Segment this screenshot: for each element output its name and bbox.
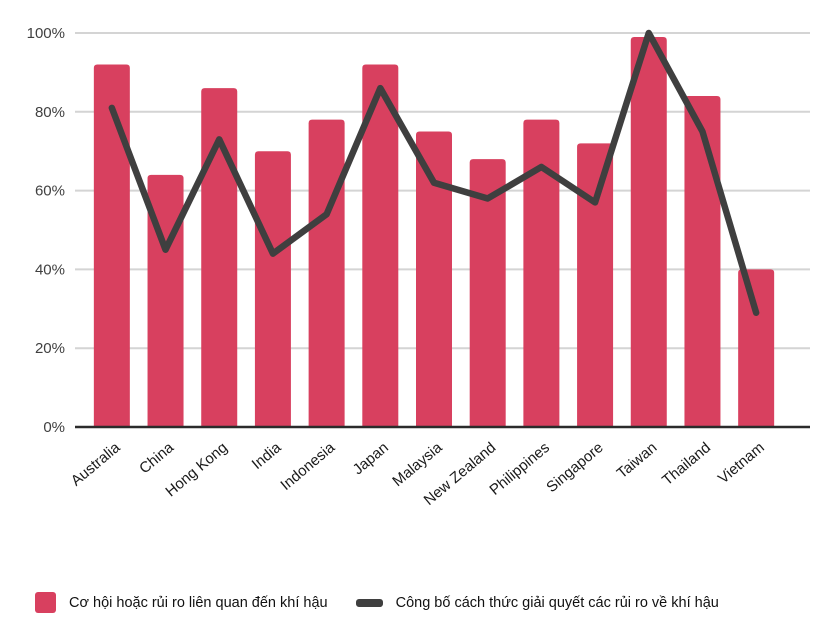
bar-vietnam (738, 269, 775, 427)
bar-malaysia (416, 131, 452, 427)
y-axis-tick-20: 20% (35, 340, 65, 357)
line-series-legend-label: Công bố cách thức giải quyết các rủi ro … (395, 594, 719, 611)
y-axis-tick-60: 60% (35, 183, 65, 200)
bar-singapore (577, 143, 614, 427)
legend-item-bar-series: Cơ hội hoặc rủi ro liên quan đến khí hậu (35, 592, 328, 613)
legend-item-line-series: Công bố cách thức giải quyết các rủi ro … (355, 594, 719, 611)
bar-hong-kong (201, 88, 238, 427)
x-axis-label-india: India (249, 439, 285, 473)
bar-thailand (684, 96, 721, 427)
legend: Cơ hội hoặc rủi ro liên quan đến khí hậu… (35, 592, 795, 613)
bar-taiwan (630, 36, 667, 427)
x-axis-label-singapore: Singapore (543, 439, 606, 496)
x-axis-label-indonesia: Indonesia (277, 439, 338, 494)
bar-india (254, 151, 291, 427)
bar-indonesia (308, 119, 345, 428)
x-axis-label-vietnam: Vietnam (715, 439, 768, 487)
bar-series-legend-label: Cơ hội hoặc rủi ro liên quan đến khí hậu (69, 594, 328, 611)
x-axis-label-china: China (136, 439, 177, 478)
x-axis-label-thailand: Thailand (659, 439, 714, 489)
x-axis-label-philippines: Philippines (486, 439, 553, 499)
y-axis-tick-100: 100% (27, 25, 65, 42)
bar-australia (93, 64, 130, 428)
x-axis-label-australia: Australia (68, 439, 124, 490)
bar-series-swatch-icon (35, 592, 56, 613)
bar-new-zealand (469, 159, 506, 427)
y-axis-tick-80: 80% (35, 104, 65, 121)
line-series-path (108, 29, 760, 316)
y-axis-tick-40: 40% (35, 261, 65, 278)
x-axis-label-japan: Japan (350, 439, 392, 478)
y-axis-tick-0: 0% (43, 419, 65, 436)
bar-philippines (523, 119, 560, 428)
bar-japan (362, 64, 399, 428)
x-axis-label-taiwan: Taiwan (614, 439, 661, 482)
line-series-swatch-icon (355, 598, 383, 607)
